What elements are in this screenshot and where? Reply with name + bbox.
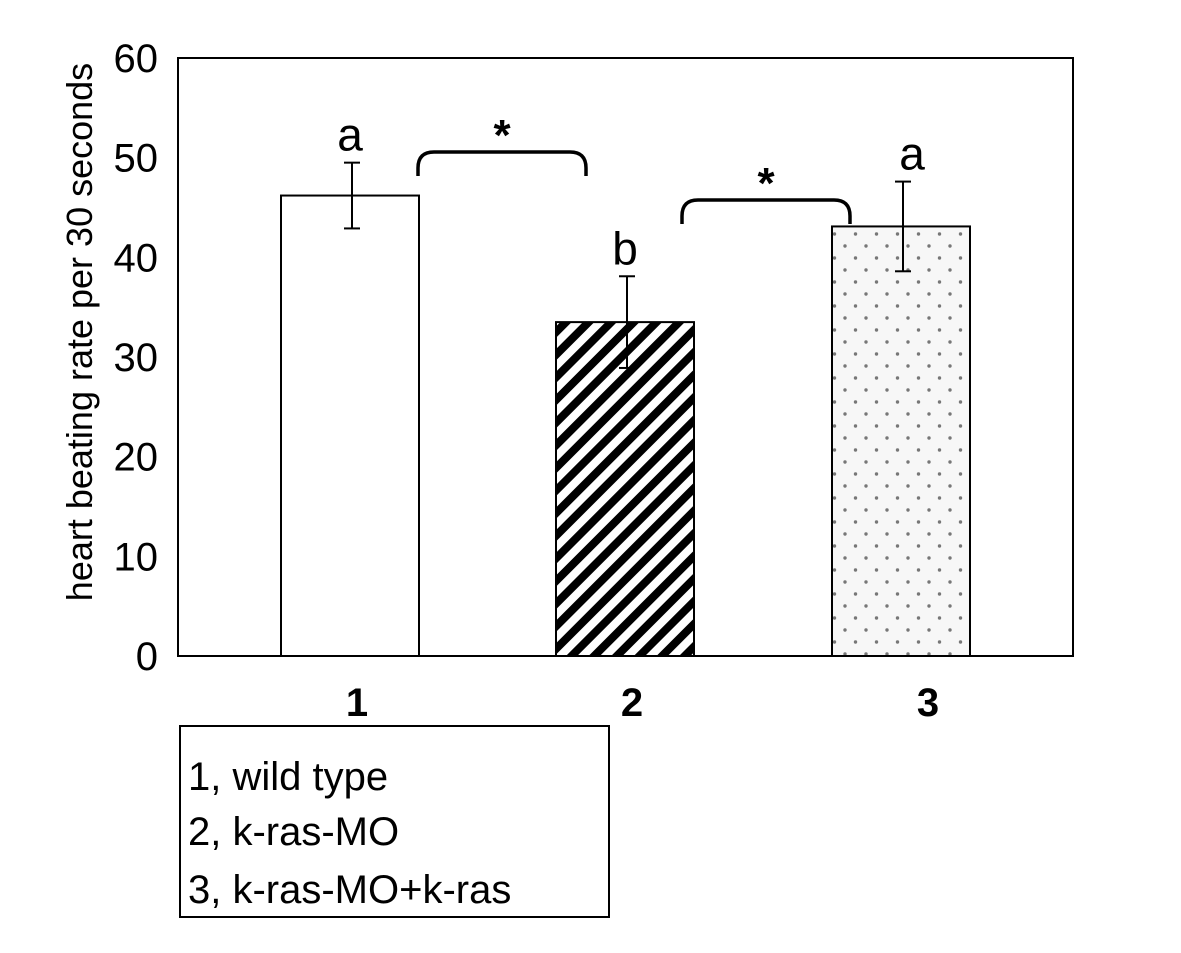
y-axis-label: heart beating rate per 30 seconds [59, 63, 100, 601]
legend-entry-2: 2, k-ras-MO [188, 810, 399, 854]
legend-box [179, 725, 610, 918]
category-label-3: 3 [917, 681, 939, 725]
x-category-labels: 1 2 3 [346, 681, 939, 725]
y-tick-label-30: 30 [114, 336, 159, 380]
y-tick-label-10: 10 [114, 535, 159, 579]
sig-letter-3: a [899, 128, 925, 180]
y-tick-label-40: 40 [114, 236, 159, 280]
sig-letter-2: b [612, 222, 638, 274]
y-tick-label-60: 60 [114, 37, 159, 81]
y-tick-label-20: 20 [114, 436, 159, 480]
sig-letter-1: a [337, 109, 363, 161]
bar-2 [555, 321, 695, 657]
bracket-line [416, 150, 588, 176]
category-label-2: 2 [621, 681, 643, 725]
bar-3 [831, 225, 971, 657]
bar-1 [280, 194, 420, 657]
significance-bracket-1: * [416, 111, 588, 176]
y-tick-labels: 0 10 20 30 40 50 60 [114, 37, 159, 679]
significance-brackets: ** [416, 111, 852, 224]
y-tick-label-50: 50 [114, 137, 159, 181]
significance-star: * [493, 111, 511, 160]
bars [280, 194, 971, 657]
error-bar-3 [895, 180, 911, 273]
error-bar-1 [344, 161, 360, 230]
legend-entry-1: 1, wild type [188, 755, 388, 799]
significance-bracket-2: * [680, 159, 852, 224]
bracket-line [680, 198, 852, 224]
y-tick-label-0: 0 [136, 635, 158, 679]
error-bar-2 [619, 275, 635, 369]
category-label-1: 1 [346, 681, 368, 725]
significance-letters: a b a [337, 109, 925, 275]
legend-entry-3: 3, k-ras-MO+k-ras [188, 868, 511, 912]
legend: 1, wild type 2, k-ras-MO 3, k-ras-MO+k-r… [179, 725, 610, 918]
significance-star: * [757, 159, 775, 208]
error-bars [344, 161, 911, 369]
